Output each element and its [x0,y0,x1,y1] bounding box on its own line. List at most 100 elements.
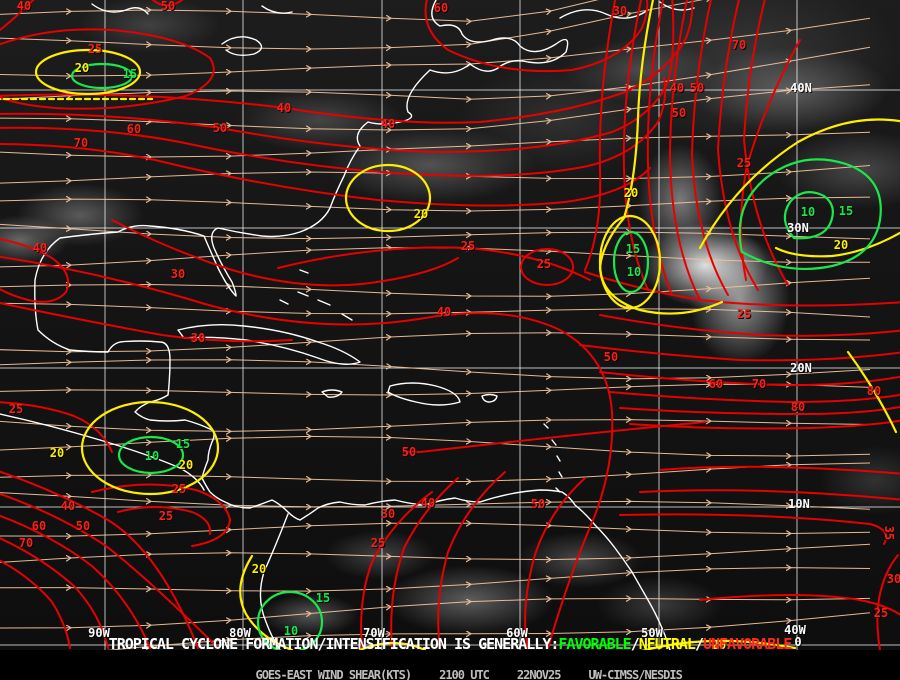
streamline [0,492,871,509]
streamline [0,612,871,650]
shear-contour-label-red: 35 [882,525,896,541]
formation-status-line: TROPICAL CYCLONE FORMATION/INTENSIFICATI… [109,634,793,653]
coastline-south-america-pacific [259,513,289,650]
streamline [0,84,871,130]
product-time: 2100 UTC [439,667,490,680]
longitude-label: 90W [88,626,110,640]
shear-contour-label-red: 25 [736,307,752,321]
shear-contour-label-red: 40 [669,81,685,95]
longitude-label: 40W [784,623,806,637]
shear-contour-label-yellow: 20 [711,638,727,650]
banner-segment: / [694,634,704,653]
shear-contour-label-red: 30 [612,4,628,18]
shear-contour-label-red: 25 [87,42,103,56]
shear-contour-label-red: 80 [790,400,806,414]
shear-contour-label-red: 30 [380,507,396,521]
streamline [0,384,871,395]
shear-contour-label-yellow: 20 [49,446,65,460]
streamline [0,360,871,379]
shear-contour-label-red: 25 [171,482,187,496]
satellite-map: 40 50 60 30 70 25 40 50 40 50 40 50 60 70 25 40 25 25 30 40… [0,0,900,650]
wind-shear-contours-favorable [70,62,882,650]
streamline [0,543,871,563]
shear-contour-label-red: 70 [18,536,34,550]
streamline [0,523,871,536]
product-name: GOES-EAST WIND SHEAR(KTS) [255,667,412,680]
coastline-north-america [34,0,671,650]
shear-contour-label-red: 50 [160,0,176,13]
streamline [0,463,871,482]
shear-contour-label-yellow: 20 [833,238,849,252]
shear-contour-label-red: 50 [401,445,417,459]
latitude-label: 0 [794,635,802,649]
shear-contour-label-red: 70 [731,38,747,52]
latlon-grid [0,0,900,650]
streamline [0,277,871,296]
shear-contour-label-red: 40 [32,241,48,255]
shear-contour-label-red: 60 [708,377,724,391]
shear-contour-label-green: 15 [625,242,641,256]
streamline [0,568,871,592]
banner-segment: NEUTRAL [638,634,696,653]
shear-contour-label-red: 30 [170,267,186,281]
shear-contour-label-red: 50 [671,106,687,120]
longitude-label: 60W [506,626,528,640]
shear-contour-label-red: 25 [873,606,889,620]
streamline [0,598,871,628]
streamline [0,420,871,432]
shear-contour-label-red: 70 [751,377,767,391]
coastline-bahamas [279,269,353,321]
shear-contour-label-red: 25 [158,509,174,523]
shear-contour-label-red: 60 [126,122,142,136]
shear-contour-label-yellow: 20 [623,186,639,200]
product-caption-line: GOES-EAST WIND SHEAR(KTS) 2100 UTC 22NOV25… [204,654,696,680]
shear-contour-label-red: 40 [60,499,76,513]
shear-contour-label-red: 40 [420,496,436,510]
shear-contour-label-red: 25 [370,536,386,550]
shear-contour-label-red: 70 [73,136,89,150]
shear-contour-label-green: 15 [122,67,138,81]
shear-contour-label-red: 60 [433,1,449,15]
coastline-jamaica [321,389,343,398]
shear-contour-label-green: 15 [838,204,854,218]
coastline-central-america-pacific [0,413,205,491]
latitude-label: 40N [790,81,812,95]
coastline-lesser-antilles [543,423,563,493]
shear-contour-label-green: 10 [144,449,160,463]
longitude-label: 70W [363,626,385,640]
product-source: UW-CIMSS/NESDIS [588,667,682,680]
streamline [0,197,871,211]
shear-contour-label-red: 50 [689,81,705,95]
shear-contour-label-red: 80 [866,384,882,398]
shear-contour-label-yellow: 20 [74,61,90,75]
shear-contour-label-red: 40 [276,101,292,115]
shear-contour-label-red: 40 [380,117,396,131]
banner-segment: UNFAVORABLE [702,634,792,653]
longitude-label: 80W [229,626,251,640]
coastline-cuba [177,323,361,365]
shear-contour-label-red: 25 [8,402,24,416]
coastline-great-lakes [91,3,293,57]
shear-contour-label-green: 10 [283,624,299,638]
shear-contour-label-red: 50 [75,519,91,533]
shear-contour-label-green: 15 [175,437,191,451]
latitude-label: 10N [788,497,810,511]
shear-contour-label-red: 50 [603,350,619,364]
streamline [0,436,871,456]
shear-contour-label-yellow: 20 [251,562,267,576]
coastline-hispaniola [387,382,461,406]
shear-contour-label-red: 50 [530,497,546,511]
shear-contour-label-red: 30 [886,572,900,586]
shear-contour-label-green: 15 [315,591,331,605]
banner-segment: FAVORABLE [558,634,631,653]
banner-segment: / [630,634,640,653]
latitude-label: 30N [787,221,809,235]
shear-contour-label-red: 40 [16,0,32,13]
status-banner: TROPICAL CYCLONE FORMATION/INTENSIFICATI… [0,635,900,680]
streamline [0,132,871,157]
wind-shear-contours-neutral [0,0,900,650]
coastline-puerto-rico [481,393,498,403]
shear-contour-label-yellow: 20 [178,458,194,472]
shear-contour-label-red: 25 [736,156,752,170]
